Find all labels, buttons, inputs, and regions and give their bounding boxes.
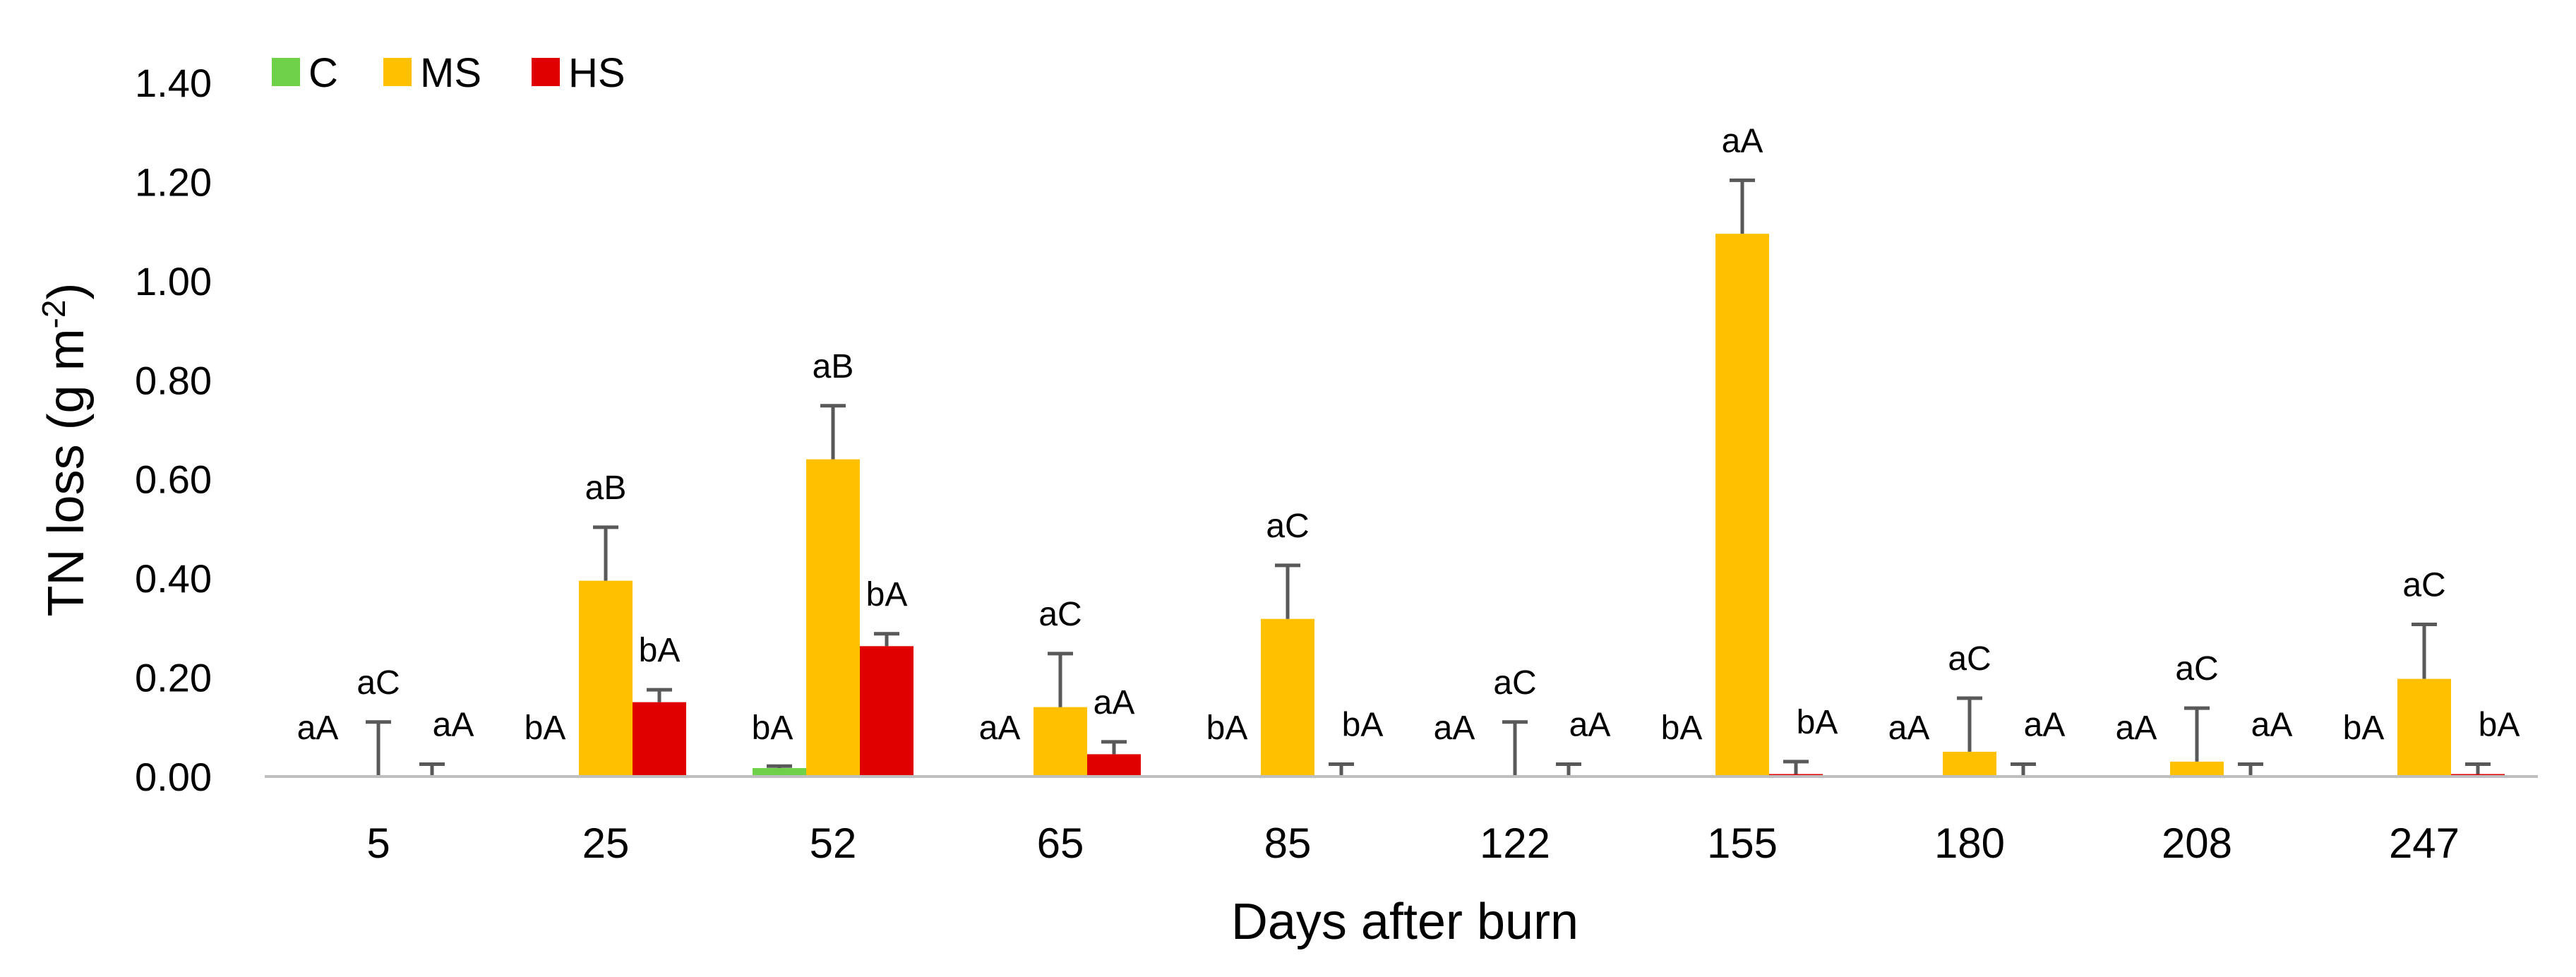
label-ms: aC (1493, 664, 1536, 702)
x-tick-label: 52 (810, 820, 857, 867)
x-tick-label: 5 (366, 820, 390, 867)
x-tick-label: 180 (1934, 820, 2005, 867)
bar-ms (2170, 761, 2224, 777)
bar-hs (633, 702, 686, 777)
bar-ms (806, 459, 860, 777)
label-c: bA (752, 709, 793, 747)
y-tick-label: 0.20 (135, 656, 212, 700)
legend-label-c: C (308, 50, 338, 96)
bar-hs (860, 646, 913, 777)
x-tick-label: 85 (1264, 820, 1312, 867)
label-c: bA (2343, 709, 2385, 747)
label-hs: bA (639, 632, 681, 669)
x-tick-label: 155 (1707, 820, 1778, 867)
label-ms: aB (585, 469, 627, 507)
bar-hs (1087, 754, 1141, 777)
y-axis-title-superscript: -2 (35, 300, 72, 329)
bar-ms (1034, 707, 1087, 777)
y-tick-label: 0.00 (135, 755, 212, 799)
label-c: bA (1661, 709, 1703, 747)
y-tick-label: 0.40 (135, 556, 212, 601)
bar-c (753, 768, 806, 777)
label-ms: aC (2175, 650, 2218, 688)
label-hs: bA (2479, 706, 2520, 743)
bar-ms (1261, 618, 1314, 777)
x-tick-label: 247 (2389, 820, 2460, 867)
label-c: aA (297, 709, 339, 747)
y-axis-title-base: TN loss (g m (38, 328, 95, 616)
legend-swatch-ms (383, 58, 412, 86)
bar-ms (579, 580, 633, 777)
label-hs: bA (1342, 706, 1384, 743)
legend: C MS HS (272, 50, 625, 96)
y-axis-title-close: ) (38, 283, 95, 300)
label-hs: aA (433, 706, 474, 743)
bar-ms (1715, 234, 1769, 777)
x-axis-categories: 5 25 52 65 85 122 155 180 208 247 (366, 820, 2460, 867)
label-ms: aC (1038, 596, 1082, 633)
error-bars (366, 178, 2491, 777)
legend-label-hs: HS (568, 50, 625, 96)
y-tick-label: 1.40 (135, 61, 212, 105)
x-tick-label: 65 (1037, 820, 1084, 867)
label-ms: aC (1266, 508, 1309, 545)
label-hs: aA (1569, 706, 1611, 743)
label-hs: bA (1797, 704, 1838, 741)
x-tick-label: 208 (2162, 820, 2232, 867)
bars (298, 234, 2505, 777)
label-hs: bA (866, 576, 908, 613)
x-tick-label: 122 (1480, 820, 1550, 867)
legend-label-ms: MS (420, 50, 481, 96)
label-ms: aC (1948, 640, 1991, 678)
label-hs: aA (2024, 706, 2066, 743)
bar-ms (1943, 751, 1996, 777)
label-hs: aA (2251, 706, 2293, 743)
y-tick-label: 1.00 (135, 259, 212, 304)
y-axis-title: TN loss (g m-2) (35, 283, 95, 617)
legend-swatch-c (272, 58, 300, 86)
label-c: bA (525, 709, 566, 747)
x-axis-title: Days after burn (1231, 894, 1578, 950)
label-c: aA (1888, 709, 1930, 747)
y-tick-label: 0.60 (135, 457, 212, 502)
label-c: aA (2116, 709, 2157, 747)
label-ms: aC (357, 664, 400, 702)
label-ms: aC (2402, 566, 2445, 604)
label-ms: aA (1722, 122, 1763, 160)
label-hs: aA (1094, 684, 1135, 721)
x-tick-label: 25 (582, 820, 630, 867)
y-axis-ticks: 0.00 0.20 0.40 0.60 0.80 1.00 1.20 1.40 (135, 61, 212, 799)
y-tick-label: 1.20 (135, 160, 212, 204)
label-c: aA (1434, 709, 1475, 747)
label-c: aA (979, 709, 1021, 747)
y-tick-label: 0.80 (135, 358, 212, 402)
label-ms: aB (813, 348, 854, 385)
legend-swatch-hs (532, 58, 560, 86)
label-c: bA (1206, 709, 1248, 747)
significance-labels: aA bA bA aA bA aA bA aA aA bA aC aB aB aC aC aC aA aC aC aC… (297, 122, 2520, 747)
bar-ms (2397, 678, 2451, 777)
